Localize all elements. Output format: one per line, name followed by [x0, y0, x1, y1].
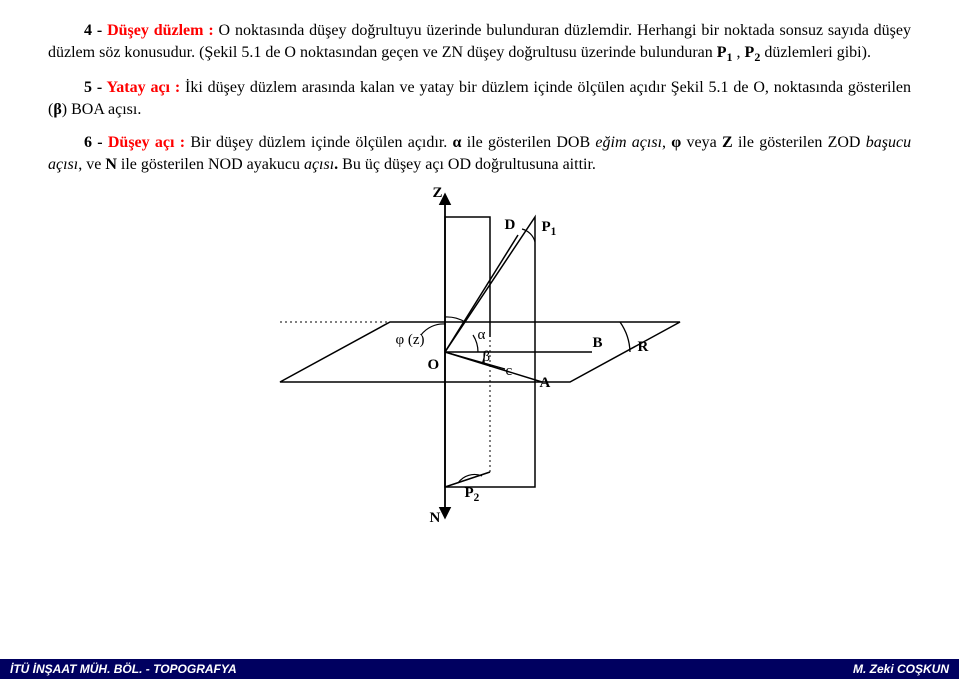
label-c: c: [506, 363, 513, 380]
p1-P2: P: [745, 44, 755, 61]
p3-rest4: veya: [681, 134, 722, 151]
label-P2: P2: [465, 485, 480, 504]
figure-svg: [260, 187, 700, 527]
footer-right: M. Zeki COŞKUN: [853, 662, 949, 676]
p3-rest8: Bu üç düşey açı OD doğrultusuna aittir.: [338, 156, 596, 173]
label-B: B: [593, 335, 603, 352]
label-Z: Z: [433, 185, 443, 202]
p1-rest2: düzlemleri gibi).: [760, 44, 871, 61]
p3-rest5: ile gösterilen ZOD: [733, 134, 866, 151]
para-yatay-aci: 5 - Yatay açı : İki düşey düzlem arasınd…: [48, 77, 911, 120]
p2-rest2: ) BOA açısı.: [62, 101, 142, 118]
label-O: O: [428, 357, 440, 374]
p1-comma: ,: [733, 44, 745, 61]
para-dusey-aci: 6 - Düşey açı : Bir düşey düzlem içinde …: [48, 132, 911, 175]
p3-N: N: [105, 156, 117, 173]
p2-beta: β: [53, 101, 61, 118]
p1-P1: P: [717, 44, 727, 61]
num-6: 6 -: [84, 134, 108, 151]
term-dusey-duzlem: Düşey düzlem :: [107, 22, 214, 39]
p3-rest7: ile gösterilen NOD ayakucu: [117, 156, 304, 173]
p3-egim: eğim açısı: [595, 134, 662, 151]
para-dusey-duzlem: 4 - Düşey düzlem : O noktasında düşey do…: [48, 20, 911, 65]
p3-rest1: Bir düşey düzlem içinde ölçülen açıdır.: [185, 134, 452, 151]
label-D: D: [505, 217, 516, 234]
footer-left: İTÜ İNŞAAT MÜH. BÖL. - TOPOGRAFYA: [10, 662, 237, 676]
label-beta: β: [483, 349, 491, 366]
p3-rest3: ,: [662, 134, 671, 151]
label-A: A: [540, 375, 551, 392]
p3-rest6: , ve: [78, 156, 105, 173]
num-5: 5 -: [84, 79, 106, 96]
figure-container: Z D P1 φ (z) α β O c A B R P2 N: [48, 187, 911, 527]
label-P1: P1: [542, 219, 557, 238]
p3-Z: Z: [722, 134, 733, 151]
num-4: 4 -: [84, 22, 107, 39]
p3-phi: φ: [671, 134, 681, 151]
term-yatay-aci: Yatay açı :: [106, 79, 180, 96]
page-footer: İTÜ İNŞAAT MÜH. BÖL. - TOPOGRAFYA M. Zek…: [0, 659, 959, 679]
term-dusey-aci: Düşey açı :: [108, 134, 185, 151]
p3-rest2: ile gösterilen DOB: [461, 134, 595, 151]
label-R: R: [638, 339, 649, 356]
p3-acisi: açısı: [304, 156, 334, 173]
label-N: N: [430, 510, 441, 527]
label-alpha: α: [478, 327, 486, 344]
label-phi-z: φ (z): [396, 332, 425, 349]
figure-5-1: Z D P1 φ (z) α β O c A B R P2 N: [260, 187, 700, 527]
